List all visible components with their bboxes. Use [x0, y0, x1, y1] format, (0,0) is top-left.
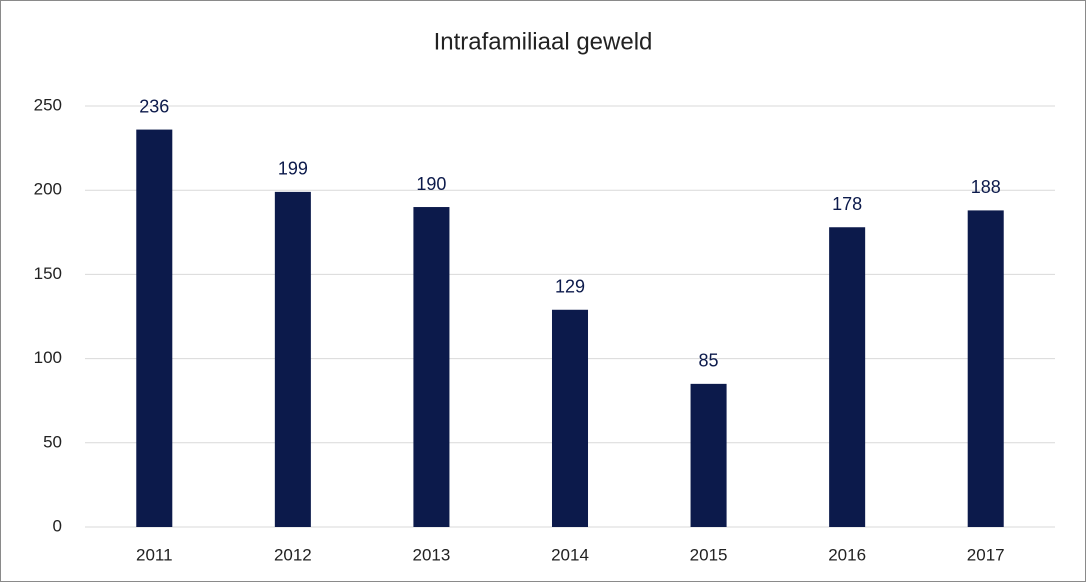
data-label: 129	[555, 277, 585, 297]
x-tick-label: 2017	[967, 545, 1005, 564]
bar	[829, 227, 866, 528]
x-tick-label: 2016	[828, 545, 866, 564]
x-tick-label: 2015	[690, 545, 728, 564]
bar	[413, 207, 450, 528]
bar	[690, 383, 727, 527]
x-tick-label: 2013	[413, 545, 451, 564]
y-tick-label: 250	[34, 95, 62, 114]
data-label: 190	[416, 174, 446, 194]
data-label: 236	[139, 96, 169, 116]
x-tick-label: 2012	[274, 545, 312, 564]
bar	[967, 210, 1004, 527]
data-label: 199	[278, 159, 308, 179]
bar	[551, 309, 589, 527]
bar	[274, 191, 311, 527]
y-tick-label: 150	[34, 264, 62, 283]
bar	[136, 129, 173, 528]
data-label: 85	[699, 351, 719, 371]
data-label: 188	[971, 177, 1001, 197]
chart-title: Intrafamiliaal geweld	[434, 28, 653, 55]
x-tick-label: 2011	[136, 545, 173, 564]
y-tick-label: 0	[53, 516, 62, 535]
y-tick-label: 50	[43, 432, 62, 451]
y-tick-label: 200	[34, 180, 62, 199]
data-label: 178	[832, 194, 862, 214]
y-tick-label: 100	[34, 348, 62, 367]
x-tick-label: 2014	[551, 545, 589, 564]
